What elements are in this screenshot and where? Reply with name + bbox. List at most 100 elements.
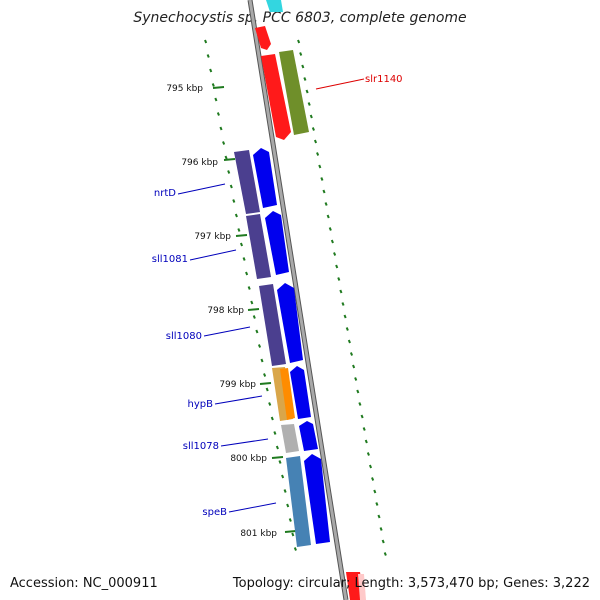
gene-sll1078-cds xyxy=(281,424,299,453)
track-dash xyxy=(247,286,251,290)
track-dash xyxy=(322,189,326,194)
track-dash xyxy=(313,139,318,144)
track-dash xyxy=(229,184,233,189)
gene-sll1078-leader xyxy=(220,438,269,447)
track-dash xyxy=(242,257,246,261)
track-dash xyxy=(333,252,337,256)
tick-label: 800 kbp xyxy=(230,454,267,464)
gene-sll1081-gene xyxy=(265,211,289,275)
track-dash xyxy=(305,89,309,94)
gene-sll1080-gene xyxy=(277,283,303,363)
tick-label: 796 kbp xyxy=(181,158,218,168)
track-dash xyxy=(309,114,313,119)
track-dash xyxy=(375,502,379,506)
gene-slr1140-leader xyxy=(315,78,365,90)
track-dash xyxy=(377,514,381,519)
track-dash xyxy=(349,352,354,356)
gene-speB-label[interactable]: speB xyxy=(202,507,227,518)
gene-hypB-label[interactable]: hypB xyxy=(188,399,214,410)
track-dash xyxy=(209,68,213,73)
gene-hypB[interactable]: hypB xyxy=(188,366,311,421)
track-dash xyxy=(232,199,236,203)
track-dash xyxy=(270,416,274,421)
gene-sll1081[interactable]: sll1081 xyxy=(152,211,289,279)
gene-slr1140-cds xyxy=(279,50,309,135)
gene-sll1080[interactable]: sll1080 xyxy=(166,283,303,366)
track-dash xyxy=(291,532,295,537)
track-dash xyxy=(339,289,343,294)
gene-nrtD-cds xyxy=(234,150,260,214)
track-dash xyxy=(354,377,358,381)
track-dash xyxy=(222,141,226,145)
track-dash xyxy=(362,427,366,431)
track-dash xyxy=(299,52,303,56)
gene-sll1080-leader xyxy=(203,326,251,337)
track-dash xyxy=(278,460,282,464)
track-dash xyxy=(320,177,324,181)
track-dash xyxy=(206,54,210,58)
gene-slr1140-label[interactable]: slr1140 xyxy=(365,74,403,85)
track-dash xyxy=(311,127,315,131)
upstream-forward-cds xyxy=(266,0,283,12)
track-dash xyxy=(211,83,215,87)
gene-nrtD-leader xyxy=(177,183,226,195)
track-dash xyxy=(214,97,218,102)
track-dash xyxy=(324,202,328,206)
upstream-forward-gene xyxy=(255,26,271,50)
gene-slr1140[interactable]: slr1140 xyxy=(261,50,403,140)
track-dash xyxy=(368,464,373,469)
track-dash xyxy=(341,302,345,306)
gene-speB-leader xyxy=(228,502,277,513)
track-dash xyxy=(330,239,334,244)
track-dash xyxy=(373,489,377,494)
track-dash xyxy=(252,315,256,319)
track-dash xyxy=(293,547,297,551)
gene-sll1078-gene xyxy=(299,421,318,451)
gene-sll1081-cds xyxy=(246,214,271,279)
track-dash xyxy=(265,387,269,392)
gene-sll1078[interactable]: sll1078 xyxy=(183,421,318,453)
track-dash xyxy=(257,344,262,348)
track-dash xyxy=(227,170,231,174)
track-dash xyxy=(328,227,332,231)
tick-labels: 795 kbp 796 kbp 797 kbp 798 kbp 799 kbp … xyxy=(166,84,277,539)
gene-hypB-gene xyxy=(280,368,295,420)
edge-features xyxy=(255,0,366,600)
gene-sll1081-label[interactable]: sll1081 xyxy=(152,254,188,265)
track-dash xyxy=(237,228,241,232)
gene-nrtD-label[interactable]: nrtD xyxy=(154,188,176,199)
tick-mark xyxy=(212,86,297,533)
gene-nrtD[interactable]: nrtD xyxy=(154,148,277,214)
genome-summary-text: Topology: circular; Length: 3,573,470 bp… xyxy=(232,576,590,591)
gene-sll1080-cds xyxy=(259,284,286,366)
track-dash xyxy=(286,503,290,508)
track-dash xyxy=(260,358,264,363)
track-dash xyxy=(234,213,238,218)
track-dash xyxy=(358,402,362,406)
track-dash xyxy=(263,373,267,377)
gene-speB[interactable]: speB xyxy=(202,454,330,547)
gene-hypB-leader xyxy=(214,395,263,405)
gene-nrtD-gene xyxy=(253,148,277,208)
gene-sll1080-label[interactable]: sll1080 xyxy=(166,331,202,342)
gene-speB-gene xyxy=(304,454,330,544)
track-dash xyxy=(307,102,311,106)
track-dash xyxy=(204,39,208,44)
track-dash xyxy=(255,329,259,334)
outer-dotted-track xyxy=(297,39,387,556)
track-dash xyxy=(219,126,223,131)
track-dash xyxy=(239,242,244,247)
map-title: Synechocystis sp. PCC 6803, complete gen… xyxy=(133,10,466,26)
track-dash xyxy=(275,445,279,450)
track-dash xyxy=(335,264,339,269)
track-dash xyxy=(343,314,347,319)
tick-label: 795 kbp xyxy=(166,84,203,94)
track-dash xyxy=(383,552,387,556)
track-dash xyxy=(364,439,368,444)
track-dash xyxy=(281,474,285,479)
gene-sll1078-label[interactable]: sll1078 xyxy=(183,441,219,452)
track-dash xyxy=(273,431,277,435)
track-dash xyxy=(371,477,375,481)
track-dash xyxy=(326,214,330,219)
